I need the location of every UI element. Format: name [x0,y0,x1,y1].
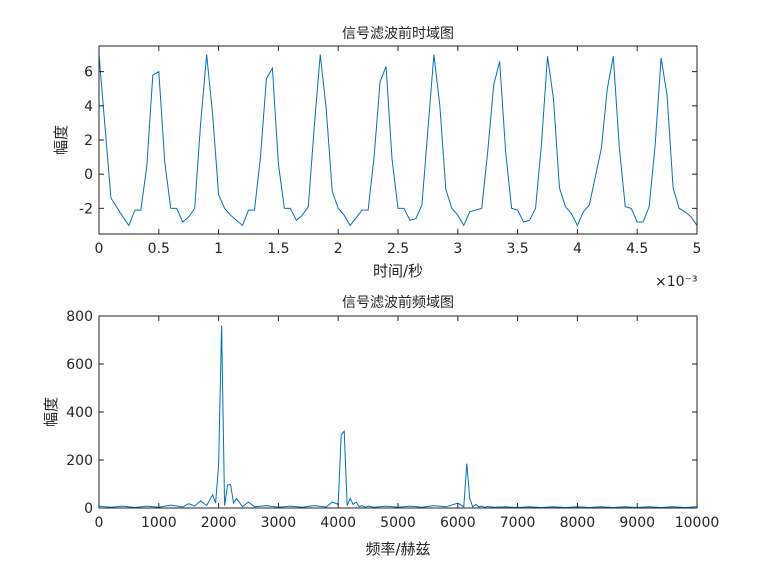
freq-x-tick-label: 1000 [141,515,177,531]
time-x-tick-label: 0 [95,241,104,257]
time-y-axis-label: 幅度 [52,125,70,155]
time-x-tick-label: 2.5 [387,241,409,257]
freq-series-line [98,325,698,509]
time-x-tick-label: 3.5 [506,241,528,257]
frequency-domain-chart: 信号滤波前频域图 0 1000 2000 3000 4000 5000 6000 7000 80… [42,294,719,558]
time-x-tick-label: 4 [573,241,582,257]
freq-x-tick-label: 9000 [619,515,655,531]
freq-y-tick-label: 400 [66,405,93,421]
time-y-tick-label: 2 [84,133,93,149]
time-x-tick-label: 5 [693,241,702,257]
freq-x-tick-label: 8000 [560,515,596,531]
time-x-tick-label: 4.5 [626,241,648,257]
freq-y-axis-label: 幅度 [42,397,60,427]
freq-data-layer [98,325,698,509]
time-x-tick-label: 0.5 [148,241,170,257]
freq-y-tick-label: 600 [66,357,93,373]
time-x-axis-label: 时间/秒 [373,262,423,280]
time-domain-chart: 信号滤波前时域图 0 0.5 1 1.5 2 2.5 3 3.5 4 4.5 5 -2 0 2 4 6 时间/… [52,25,701,290]
freq-x-tick-label: 0 [95,515,104,531]
time-x-exponent: ×10⁻³ [655,274,698,290]
freq-x-tick-label: 6000 [440,515,476,531]
time-x-tick-label: 3 [453,241,462,257]
freq-y-tick-label: 0 [84,501,93,517]
time-x-tick-label: 1 [214,241,223,257]
time-axes: 0 0.5 1 1.5 2 2.5 3 3.5 4 4.5 5 -2 0 2 4 6 [79,45,702,257]
time-x-tick-label: 1.5 [267,241,289,257]
freq-y-tick-label: 800 [66,309,93,325]
time-series-line [98,54,698,227]
time-data-layer [98,54,698,227]
freq-chart-title: 信号滤波前频域图 [342,294,454,311]
freq-x-tick-label: 10000 [675,515,720,531]
time-x-tick-label: 2 [334,241,343,257]
time-y-tick-label: 0 [84,167,93,183]
freq-y-tick-label: 200 [66,453,93,469]
freq-x-tick-label: 3000 [261,515,297,531]
freq-x-tick-label: 2000 [201,515,237,531]
freq-x-axis-label: 频率/赫兹 [365,540,430,558]
time-chart-title: 信号滤波前时域图 [342,25,454,42]
freq-x-tick-label: 5000 [380,515,416,531]
freq-axes-box [98,315,698,509]
freq-x-tick-label: 4000 [320,515,356,531]
time-y-tick-label: 4 [84,99,93,115]
time-y-tick-label: 6 [84,65,93,81]
freq-x-tick-label: 7000 [500,515,536,531]
freq-axes: 0 1000 2000 3000 4000 5000 6000 7000 8000 9000 100… [66,309,719,531]
time-y-tick-label: -2 [79,201,93,217]
